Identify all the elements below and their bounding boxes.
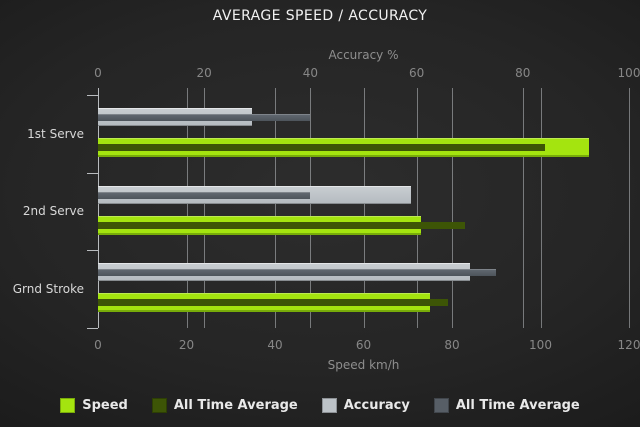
bottom-axis-tick-label: 40: [267, 338, 283, 352]
category-axis-tick: [87, 173, 98, 174]
top-axis-tick-label: 60: [408, 66, 425, 80]
bar-all-time-average-speed: [98, 299, 448, 307]
bottom-axis-tick-label: 80: [444, 338, 460, 352]
gridline-bottom-80: [452, 88, 453, 328]
legend-swatch: [433, 398, 449, 413]
legend-label: Accuracy: [343, 398, 410, 413]
legend-item-accuracy[interactable]: Accuracy: [321, 398, 410, 413]
gridline-bottom-20: [187, 88, 188, 328]
category-label: 1st Serve: [27, 126, 84, 141]
bar-all-time-average-accuracy: [98, 269, 497, 277]
gridline-bottom-40: [275, 88, 276, 328]
chart-title: AVERAGE SPEED / ACCURACY: [212, 8, 428, 24]
legend-item-speed[interactable]: Speed: [60, 398, 128, 413]
bar-all-time-average-accuracy: [98, 114, 311, 121]
bar-all-time-average-speed: [98, 144, 545, 151]
legend-item-all-time-average[interactable]: All Time Average: [433, 398, 580, 413]
chart-legend: Speed All Time Average Accuracy All Time Av…: [0, 398, 640, 413]
bottom-axis-tick-label: 120: [617, 338, 640, 352]
legend-swatch: [151, 398, 167, 413]
bottom-axis-tick-label: 60: [355, 338, 372, 352]
bottom-axis-tick-label: 100: [529, 338, 552, 352]
legend-label: Speed: [82, 398, 128, 413]
top-axis-tick-label: 20: [196, 66, 212, 80]
top-axis-title: Accuracy %: [328, 48, 399, 62]
bottom-axis-tick-label: 0: [94, 338, 102, 352]
category-label: Grnd Stroke: [12, 282, 84, 297]
gridline-top-60: [417, 88, 418, 328]
category-axis-tick: [87, 328, 98, 329]
gridline-top-40: [310, 88, 311, 328]
gridline-bottom-120: [629, 88, 630, 328]
gridline-top-20: [204, 88, 205, 328]
category-axis-line: [98, 88, 99, 328]
legend-swatch: [60, 398, 76, 413]
legend-label: All Time Average: [173, 398, 298, 413]
top-axis-tick-label: 40: [302, 66, 319, 80]
legend-label: All Time Average: [455, 398, 580, 413]
top-axis-tick-label: 0: [94, 66, 102, 80]
bottom-axis-tick-label: 20: [178, 338, 195, 352]
category-axis-tick: [87, 95, 98, 96]
gridline-bottom-60: [364, 88, 365, 328]
category-axis-tick: [87, 250, 98, 251]
top-axis-tick-label: 80: [515, 66, 531, 80]
bottom-axis-title: Speed km/h: [327, 358, 400, 372]
legend-swatch: [321, 398, 337, 413]
legend-item-all-time-average[interactable]: All Time Average: [151, 398, 298, 413]
bar-all-time-average-accuracy: [98, 191, 311, 199]
category-label: 2nd Serve: [22, 204, 84, 219]
bar-all-time-average-speed: [98, 221, 466, 229]
top-axis-tick-label: 100: [617, 66, 640, 80]
gridline-bottom-100: [541, 88, 542, 328]
gridline-top-80: [523, 88, 524, 328]
